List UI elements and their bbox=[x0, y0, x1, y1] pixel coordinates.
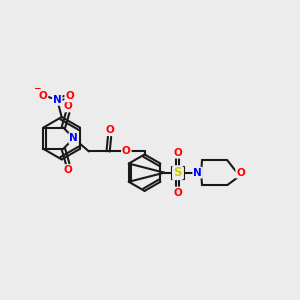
Text: −: − bbox=[33, 84, 40, 93]
Text: O: O bbox=[173, 148, 182, 158]
Text: N: N bbox=[53, 95, 62, 105]
Text: O: O bbox=[236, 168, 245, 178]
Text: O: O bbox=[63, 165, 72, 175]
Text: O: O bbox=[122, 146, 131, 157]
Text: O: O bbox=[65, 92, 74, 101]
Text: O: O bbox=[105, 125, 114, 135]
Text: O: O bbox=[63, 101, 72, 111]
Text: N: N bbox=[69, 133, 78, 143]
FancyBboxPatch shape bbox=[171, 166, 184, 179]
Text: N: N bbox=[193, 168, 202, 178]
Text: S: S bbox=[173, 166, 182, 179]
Text: O: O bbox=[173, 188, 182, 198]
Text: O: O bbox=[39, 92, 47, 101]
